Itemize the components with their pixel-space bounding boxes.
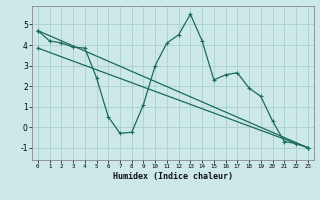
X-axis label: Humidex (Indice chaleur): Humidex (Indice chaleur) bbox=[113, 172, 233, 181]
